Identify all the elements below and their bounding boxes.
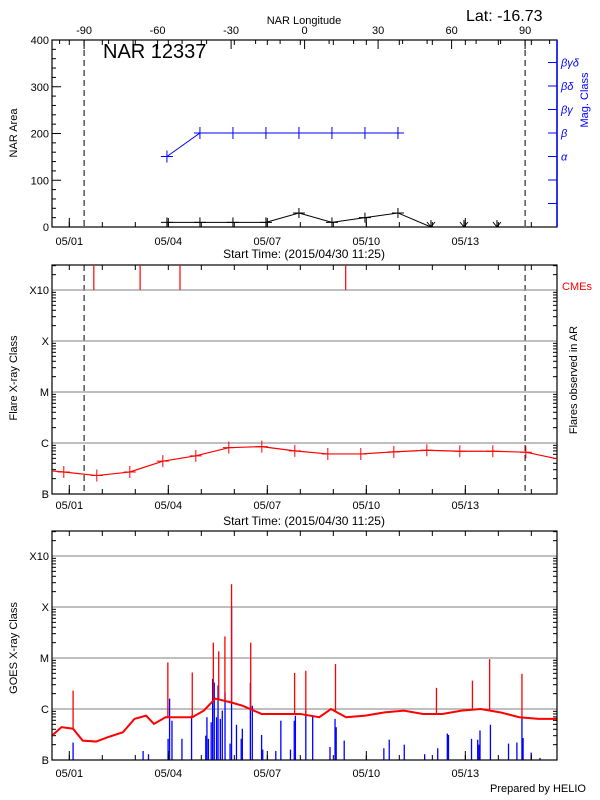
flare-background-point: [420, 444, 433, 457]
flare-background-point: [288, 444, 301, 457]
y-tick-label: 0: [43, 222, 49, 234]
y-tick-label: 200: [31, 129, 49, 141]
right-axis-label: Flares observed in AR: [568, 326, 580, 434]
credit-label: Prepared by HELIO: [490, 783, 586, 795]
nar-area-point: [358, 212, 371, 223]
y-tick-label: 300: [31, 82, 49, 94]
x-tick-label: 05/01: [56, 236, 84, 248]
mag-class-point: [325, 127, 338, 139]
x-tick-label: 05/13: [452, 768, 480, 780]
x-tick-label: 05/04: [155, 236, 183, 248]
y-tick-label: B: [42, 755, 49, 767]
below-range-arrow-marker: [492, 220, 502, 228]
mag-class-point: [160, 150, 173, 163]
mag-class-point: [292, 127, 305, 139]
cme-legend-label: CMEs: [562, 281, 592, 293]
x-axis-label: Start Time: (2015/04/30 11:25): [223, 247, 385, 261]
flare-background-point: [321, 447, 334, 460]
x-axis-label: Start Time: (2015/04/30 11:25): [223, 514, 385, 528]
flare-background-point: [90, 469, 103, 482]
y-tick-label: C: [41, 438, 49, 450]
x-tick-label: 05/13: [452, 236, 480, 248]
top-tick-label: 60: [445, 25, 457, 37]
nar-area-point: [259, 217, 272, 228]
y-tick-label: X10: [29, 551, 49, 563]
flare-panel-frame: [51, 264, 558, 495]
y-tick-label: M: [40, 387, 49, 399]
flare-background-point: [354, 447, 367, 460]
flare-background-point: [453, 445, 466, 458]
flare-background-line: [51, 445, 558, 477]
y-axis-label: GOES X-ray Class: [8, 602, 20, 694]
top-tick-label: -30: [223, 25, 239, 37]
x-tick-label: 05/10: [353, 768, 381, 780]
region-title: NAR 12337: [103, 41, 206, 63]
flare-background-point: [189, 449, 202, 462]
y-tick-label: B: [42, 489, 49, 501]
flare-background-point: [156, 455, 169, 468]
nar-area-point: [226, 217, 239, 228]
mag-class-tick-label: βγδ: [560, 58, 580, 70]
flare-background-point: [123, 466, 136, 478]
top-tick-label: 90: [519, 25, 531, 37]
y-axis-label: Flare X-ray Class: [8, 335, 20, 420]
x-tick-label: 05/10: [353, 500, 381, 512]
flare-background-point: [519, 446, 532, 459]
top-tick-label: -60: [150, 25, 166, 37]
y-tick-label: X: [42, 602, 50, 614]
flare-background-point: [387, 445, 400, 458]
y-tick-label: C: [41, 704, 49, 716]
mag-class-point: [358, 127, 371, 139]
x-tick-label: 05/04: [155, 500, 183, 512]
x-tick-label: 05/04: [155, 768, 183, 780]
x-tick-label: 05/07: [254, 236, 282, 248]
mag-class-tick-label: βγ: [560, 105, 574, 117]
latitude-label: Lat: -16.73: [466, 8, 543, 25]
x-tick-label: 05/07: [254, 768, 282, 780]
flare-background-point: [222, 441, 235, 454]
goes-panel-frame: [51, 530, 558, 761]
x-tick-label: 05/07: [254, 500, 282, 512]
mag-class-tick-label: βδ: [560, 81, 574, 93]
y-tick-label: X: [42, 336, 50, 348]
top-axis-label: NAR Longitude: [267, 15, 342, 27]
mag-class-point: [193, 127, 206, 139]
top-tick-label: -90: [76, 25, 92, 37]
mag-class-line: [166, 132, 398, 157]
flare-background-point: [255, 440, 268, 453]
nar-area-point: [391, 207, 404, 218]
x-tick-label: 05/01: [56, 768, 84, 780]
goes-flux-line: [51, 697, 557, 743]
flare-background-point: [486, 445, 499, 458]
nar-area-point: [193, 217, 206, 228]
y-tick-label: 100: [31, 175, 49, 187]
nar-area-point: [160, 217, 173, 228]
flare-background-point: [57, 466, 70, 478]
mag-class-point: [391, 127, 404, 139]
y-axis-label: NAR Area: [8, 108, 20, 158]
x-tick-label: 05/01: [56, 500, 84, 512]
top-tick-label: 30: [372, 25, 384, 37]
nar-area-point: [292, 207, 305, 218]
top-tick-label: 0: [302, 25, 308, 37]
below-range-arrow-marker: [426, 220, 436, 228]
mag-class-point: [226, 127, 239, 139]
x-tick-label: 05/13: [452, 500, 480, 512]
nar-area-point: [325, 217, 338, 228]
y-tick-label: M: [40, 653, 49, 665]
mag-class-tick-label: β: [560, 128, 568, 140]
y-tick-label: X10: [29, 285, 49, 297]
below-range-arrow-marker: [459, 220, 469, 228]
x-tick-label: 05/10: [353, 236, 381, 248]
mag-class-point: [259, 127, 272, 139]
mag-class-axis-label: Mag. Class: [579, 72, 591, 128]
mag-class-tick-label: α: [561, 152, 568, 164]
y-tick-label: 400: [31, 35, 49, 47]
